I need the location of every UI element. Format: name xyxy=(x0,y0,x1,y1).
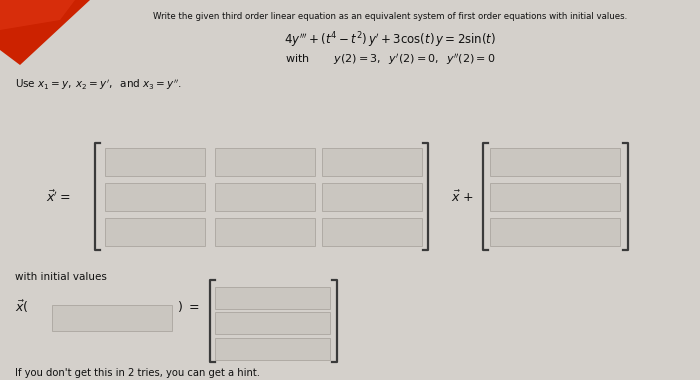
FancyBboxPatch shape xyxy=(322,218,422,246)
FancyBboxPatch shape xyxy=(105,148,205,176)
FancyBboxPatch shape xyxy=(322,148,422,176)
FancyBboxPatch shape xyxy=(215,218,315,246)
Text: $\vec{x}$ +: $\vec{x}$ + xyxy=(451,189,473,205)
Text: with $\qquad y(2) = 3,\;\; y'(2) = 0,\;\; y''(2) = 0$: with $\qquad y(2) = 3,\;\; y'(2) = 0,\;\… xyxy=(285,52,496,67)
FancyBboxPatch shape xyxy=(215,312,330,334)
FancyBboxPatch shape xyxy=(105,183,205,211)
Text: $4y''' + (t^4 - t^2)\,y' + 3\cos(t)\,y = 2\sin(t)$: $4y''' + (t^4 - t^2)\,y' + 3\cos(t)\,y =… xyxy=(284,30,496,50)
Text: If you don't get this in 2 tries, you can get a hint.: If you don't get this in 2 tries, you ca… xyxy=(15,368,260,378)
Text: Write the given third order linear equation as an equivalent system of first ord: Write the given third order linear equat… xyxy=(153,12,627,21)
FancyBboxPatch shape xyxy=(105,218,205,246)
Text: with initial values: with initial values xyxy=(15,272,107,282)
Text: ) $=$: ) $=$ xyxy=(177,299,199,315)
FancyBboxPatch shape xyxy=(52,305,172,331)
FancyBboxPatch shape xyxy=(215,183,315,211)
FancyBboxPatch shape xyxy=(322,183,422,211)
FancyBboxPatch shape xyxy=(215,338,330,360)
Polygon shape xyxy=(0,0,75,30)
FancyBboxPatch shape xyxy=(215,148,315,176)
Text: $\vec{x}' =$: $\vec{x}' =$ xyxy=(46,189,70,205)
FancyBboxPatch shape xyxy=(215,287,330,309)
Polygon shape xyxy=(0,0,90,65)
Text: Use $x_1 = y,\; x_2 = y',\;$ and $x_3 = y''.$: Use $x_1 = y,\; x_2 = y',\;$ and $x_3 = … xyxy=(15,78,182,92)
Text: $\vec{x}$(: $\vec{x}$( xyxy=(15,299,29,315)
FancyBboxPatch shape xyxy=(490,183,620,211)
FancyBboxPatch shape xyxy=(490,148,620,176)
FancyBboxPatch shape xyxy=(490,218,620,246)
